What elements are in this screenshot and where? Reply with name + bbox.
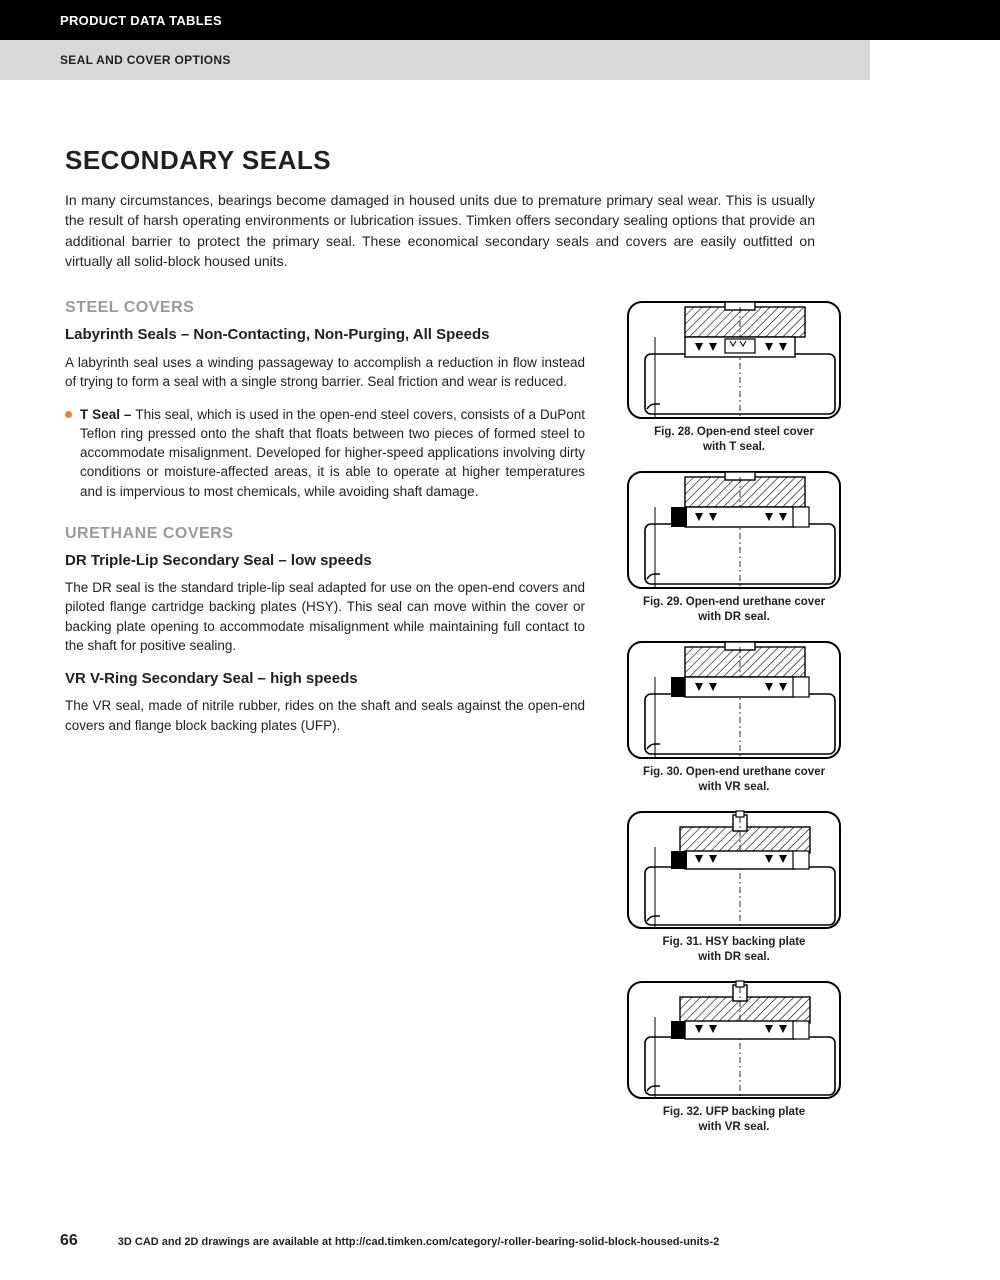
- page-title: SECONDARY SEALS: [65, 145, 940, 176]
- figures-column: Fig. 28. Open-end steel coverwith T seal…: [625, 299, 843, 1148]
- fig29-diagram: [625, 469, 843, 591]
- bullet-icon: [65, 411, 72, 418]
- page-content: SECONDARY SEALS In many circumstances, b…: [0, 80, 1000, 1149]
- labyrinth-subheading: Labyrinth Seals – Non-Contacting, Non-Pu…: [65, 325, 585, 345]
- header-title: PRODUCT DATA TABLES: [60, 13, 222, 28]
- fig30-caption: Fig. 30. Open-end urethane coverwith VR …: [625, 765, 843, 795]
- figure-31: Fig. 31. HSY backing platewith DR seal.: [625, 809, 843, 965]
- header-bar-primary: PRODUCT DATA TABLES: [0, 0, 1000, 40]
- t-seal-lead: T Seal –: [80, 407, 135, 422]
- steel-covers-heading: STEEL COVERS: [65, 299, 585, 317]
- labyrinth-paragraph: A labyrinth seal uses a winding passagew…: [65, 353, 585, 391]
- t-seal-body: This seal, which is used in the open-end…: [80, 407, 585, 499]
- left-column: STEEL COVERS Labyrinth Seals – Non-Conta…: [65, 299, 585, 1148]
- fig28-caption: Fig. 28. Open-end steel coverwith T seal…: [625, 425, 843, 455]
- header-subtitle: SEAL AND COVER OPTIONS: [60, 53, 231, 67]
- figure-32: Fig. 32. UFP backing platewith VR seal.: [625, 979, 843, 1135]
- page-number: 66: [60, 1232, 78, 1250]
- figure-30: Fig. 30. Open-end urethane coverwith VR …: [625, 639, 843, 795]
- fig29-caption: Fig. 29. Open-end urethane coverwith DR …: [625, 595, 843, 625]
- two-column-layout: STEEL COVERS Labyrinth Seals – Non-Conta…: [65, 299, 940, 1148]
- t-seal-bullet: T Seal – This seal, which is used in the…: [65, 405, 585, 501]
- figure-29: Fig. 29. Open-end urethane coverwith DR …: [625, 469, 843, 625]
- intro-paragraph: In many circumstances, bearings become d…: [65, 190, 815, 271]
- fig31-caption: Fig. 31. HSY backing platewith DR seal.: [625, 935, 843, 965]
- header-bar-secondary: SEAL AND COVER OPTIONS: [0, 40, 870, 80]
- dr-paragraph: The DR seal is the standard triple-lip s…: [65, 578, 585, 655]
- vr-subheading: VR V-Ring Secondary Seal – high speeds: [65, 669, 585, 689]
- fig30-diagram: [625, 639, 843, 761]
- t-seal-text: T Seal – This seal, which is used in the…: [80, 405, 585, 501]
- footer-note: 3D CAD and 2D drawings are available at …: [118, 1236, 719, 1248]
- vr-paragraph: The VR seal, made of nitrile rubber, rid…: [65, 696, 585, 734]
- fig32-diagram: [625, 979, 843, 1101]
- page-footer: 66 3D CAD and 2D drawings are available …: [0, 1232, 1000, 1250]
- fig32-caption: Fig. 32. UFP backing platewith VR seal.: [625, 1105, 843, 1135]
- fig28-diagram: [625, 299, 843, 421]
- dr-subheading: DR Triple-Lip Secondary Seal – low speed…: [65, 551, 585, 571]
- urethane-covers-heading: URETHANE COVERS: [65, 525, 585, 543]
- fig31-diagram: [625, 809, 843, 931]
- figure-28: Fig. 28. Open-end steel coverwith T seal…: [625, 299, 843, 455]
